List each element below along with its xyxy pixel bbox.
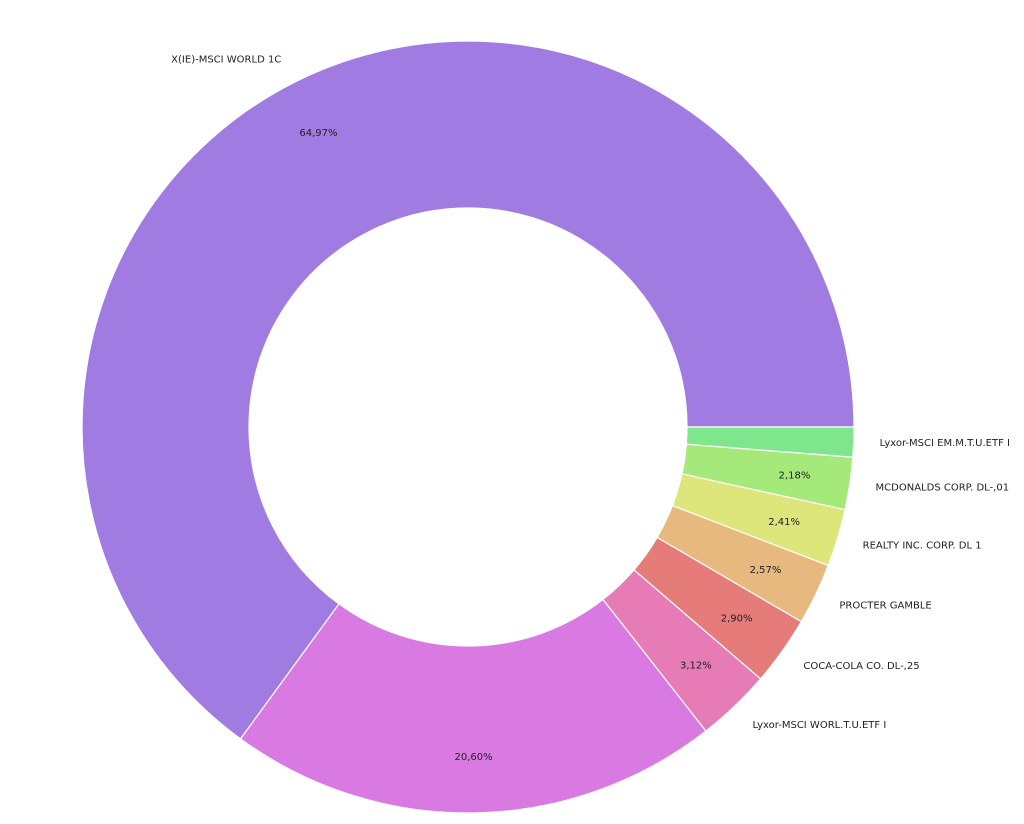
category-labels-group: X(IE)-MSCI WORLD 1CX(IE)-MSCI EM.MKTS 1C…: [171, 55, 1010, 731]
category-label-coca-cola-co-dl-25: COCA-COLA CO. DL-,25: [803, 661, 919, 672]
percent-label-x-ie-msci-world-1c: 64,97%: [299, 128, 337, 139]
percent-label-lyxor-msci-worl-t-u-etf-i: 3,12%: [680, 661, 712, 672]
percent-label-coca-cola-co-dl-25: 2,90%: [721, 614, 753, 625]
category-label-lyxor-msci-worl-t-u-etf-i: Lyxor-MSCI WORL.T.U.ETF I: [752, 720, 886, 731]
category-label-realty-inc-corp-dl-1: REALTY INC. CORP. DL 1: [863, 540, 982, 551]
category-label-procter-gamble: PROCTER GAMBLE: [839, 600, 931, 611]
slices-group: [81, 40, 855, 814]
percent-label-x-ie-msci-em-mkts-1cdl: 20,60%: [455, 752, 493, 763]
percent-label-procter-gamble: 2,57%: [750, 565, 782, 576]
slice-x-ie-msci-world-1c: [81, 40, 855, 740]
category-label-mcdonalds-corp-dl-01: MCDONALDS CORP. DL-,01: [876, 482, 1010, 493]
category-label-lyxor-msci-em-m-t-u-etf-i: Lyxor-MSCI EM.M.T.U.ETF I: [880, 438, 1010, 449]
percent-label-mcdonalds-corp-dl-01: 2,18%: [779, 470, 811, 481]
category-label-x-ie-msci-world-1c: X(IE)-MSCI WORLD 1C: [171, 55, 281, 66]
slice-lyxor-msci-em-m-t-u-etf-i: [685, 426, 855, 458]
percent-labels-group: 64,97% 20,60% 3,12% 2,90% 2,57% 2,41% 2,18%: [299, 128, 810, 763]
slice-x-ie-msci-em-mkts-1cdl: [239, 598, 707, 814]
percent-label-realty-inc-corp-dl-1: 2,41%: [768, 517, 800, 528]
